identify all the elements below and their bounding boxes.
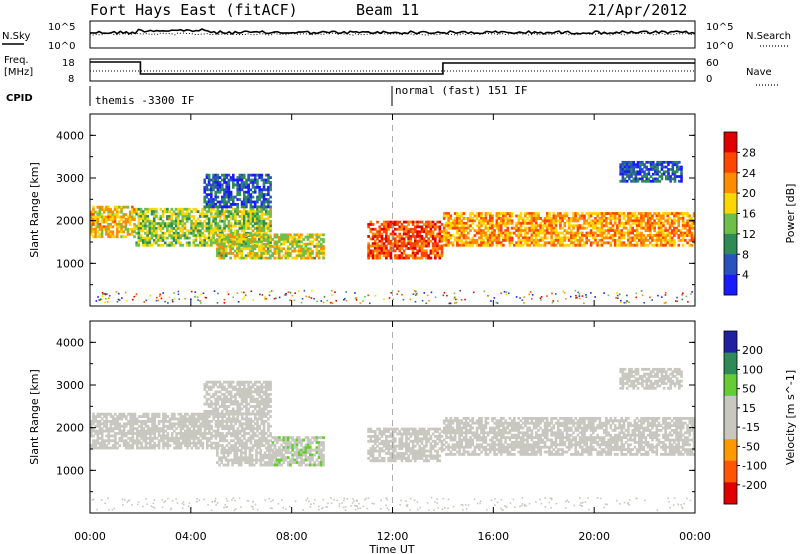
x-tick-label: 04:00: [175, 530, 207, 543]
colorbar-tick-label: 200: [742, 344, 763, 357]
x-axis-label: Time UT: [368, 543, 414, 554]
colorbar-tick-label: 16: [742, 208, 756, 221]
beam-title: Beam 11: [356, 1, 420, 19]
noise-sky-trace: [89, 28, 696, 35]
colorbar-tick-label: 24: [742, 167, 756, 180]
y-tick-label: 2000: [56, 422, 84, 435]
colorbar-segment: [724, 233, 737, 255]
freq-label-1: Freq.: [4, 55, 29, 66]
colorbar-segment: [724, 352, 737, 375]
colorbar-tick-label: 20: [742, 187, 756, 200]
echo-region: [367, 427, 444, 463]
x-tick-label: 00:00: [74, 530, 106, 543]
cpid-mode-1: themis -3300 IF: [95, 94, 194, 107]
station-title: Fort Hays East (fitACF): [90, 1, 298, 19]
y-tick-label: 3000: [56, 172, 84, 185]
colorbar-segment: [724, 331, 737, 353]
echo-region: [216, 233, 325, 260]
y-tick-label: 3000: [56, 379, 84, 392]
noise-search-label: N.Search: [746, 31, 791, 42]
x-tick-label: 16:00: [477, 530, 509, 543]
freq-right-tick-bottom: 0: [706, 74, 712, 85]
velocity-colorbar: 200 100 50 15 -15 -50 -100 -200 Velocity [m s^-1…: [723, 330, 797, 505]
colorbar-segment: [724, 417, 737, 440]
colorbar-tick-label: 4: [742, 269, 749, 282]
echo-region: [367, 220, 444, 260]
freq-left-tick-top: 18: [62, 58, 75, 69]
echo-region: [203, 173, 272, 209]
colorbar-segment: [724, 193, 737, 214]
freq-right-tick-top: 60: [706, 58, 719, 69]
x-tick-label: 20:00: [578, 530, 610, 543]
y-tick-label: 4000: [56, 129, 84, 142]
echo-region: [442, 417, 695, 456]
colorbar-segment: [724, 482, 737, 505]
colorbar-tick-label: -200: [742, 479, 767, 492]
freq-trace: [90, 61, 695, 75]
noise-left-tick-top: 10^5: [48, 22, 75, 33]
noise-right-tick-bottom: 10^0: [706, 41, 733, 52]
colorbar-tick-label: 12: [742, 228, 756, 241]
colorbar-label: Velocity [m s^-1]: [784, 370, 797, 465]
y-axis-label: Slant Range [km]: [28, 162, 41, 258]
colorbar-segment: [724, 132, 737, 153]
x-tick-label: 08:00: [276, 530, 308, 543]
x-tick-label: 12:00: [377, 530, 409, 543]
echo-region: [90, 205, 136, 239]
y-tick-label: 4000: [56, 336, 84, 349]
freq-left-tick-bottom: 8: [68, 74, 74, 85]
colorbar-tick-label: 8: [742, 248, 749, 261]
date-title: 21/Apr/2012: [588, 1, 688, 19]
velocity-panel: 1000 2000 3000 4000 Slant Range [km]: [28, 320, 696, 514]
freq-panel-frame: [89, 58, 696, 82]
colorbar-segment: [724, 213, 737, 235]
cpid-label: CPID: [6, 93, 33, 104]
nave-label: Nave: [746, 67, 772, 78]
echo-region: [619, 367, 683, 390]
colorbar-tick-label: -100: [742, 460, 767, 473]
y-tick-label: 1000: [56, 464, 84, 477]
noise-panel-frame: [89, 20, 696, 49]
freq-label-2: [MHz]: [4, 67, 33, 78]
x-tick-label: 00:00: [679, 530, 711, 543]
colorbar-tick-label: 15: [742, 402, 756, 415]
echo-region: [203, 380, 272, 416]
colorbar-label: Power [dB]: [784, 184, 797, 244]
colorbar-segment: [724, 254, 737, 275]
echo-region: [619, 160, 683, 183]
colorbar-tick-label: -15: [742, 421, 760, 434]
echo-region: [90, 412, 272, 450]
colorbar-tick-label: 50: [742, 383, 756, 396]
y-tick-label: 2000: [56, 215, 84, 228]
x-axis: 00:00 04:00 08:00 12:00 16:00 20:00 00:00: [74, 114, 711, 543]
colorbar-segment: [724, 152, 737, 174]
colorbar-segment: [724, 395, 737, 418]
echo-region: [442, 212, 695, 247]
power-panel: 1000 2000 3000 4000 Slant Range [km]: [28, 113, 696, 307]
power-colorbar: 4 8 12 16 20 24 28 Power [dB]: [723, 131, 797, 296]
colorbar-segment: [724, 439, 737, 462]
noise-left-tick-bottom: 10^0: [48, 41, 75, 52]
colorbar-segment: [724, 274, 737, 296]
noise-sky-label: N.Sky: [2, 31, 30, 42]
cpid-mode-2: normal (fast) 151 IF: [395, 84, 527, 97]
noise-right-tick-top: 10^5: [706, 22, 733, 33]
colorbar-segment: [724, 172, 737, 194]
echo-region: [216, 449, 280, 467]
echo-region: [271, 436, 325, 467]
colorbar-segment: [724, 460, 737, 483]
colorbar-tick-label: 100: [742, 363, 763, 376]
colorbar-segment: [724, 374, 737, 397]
y-axis-label: Slant Range [km]: [28, 369, 41, 465]
colorbar-tick-label: 28: [742, 146, 756, 159]
y-tick-label: 1000: [56, 257, 84, 270]
colorbar-tick-label: -50: [742, 440, 760, 453]
